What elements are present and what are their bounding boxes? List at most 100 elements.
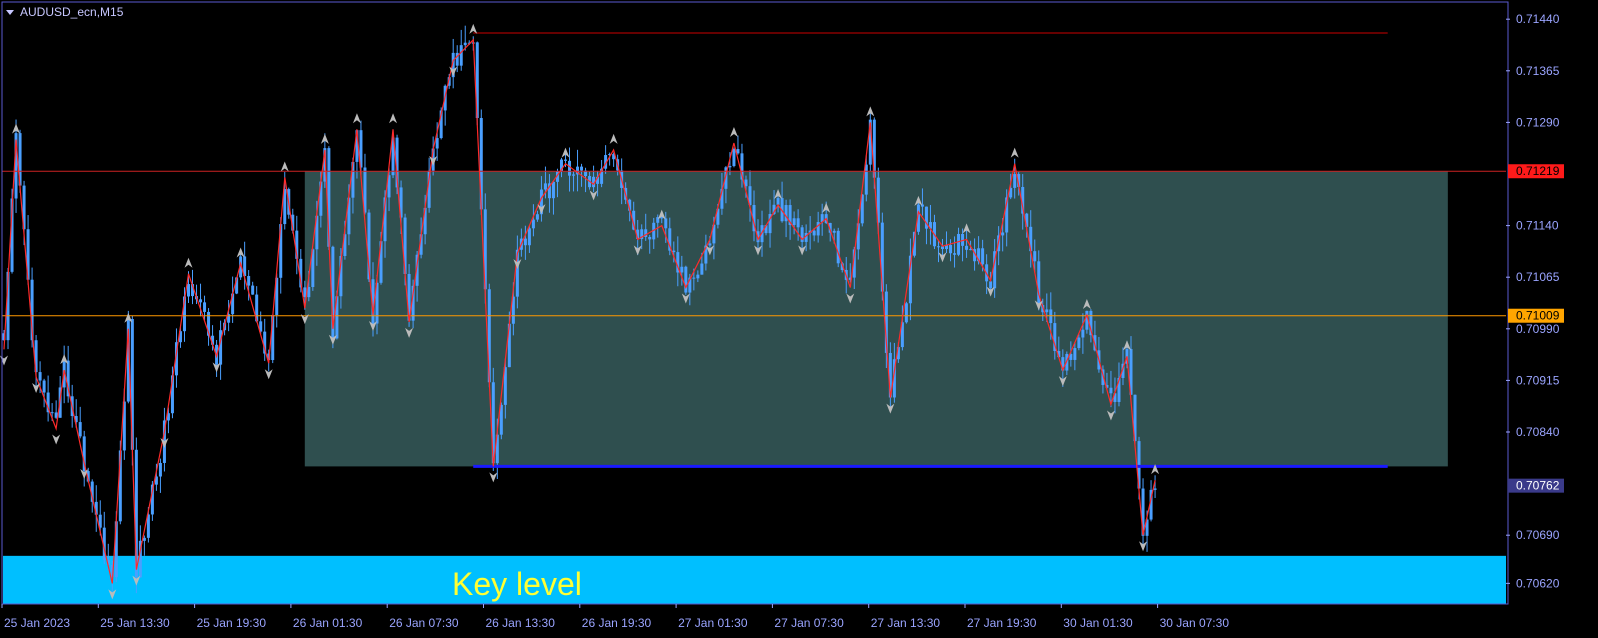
candle-body xyxy=(780,198,784,222)
candle-body xyxy=(652,222,656,240)
candle-body xyxy=(154,476,158,485)
candle-body xyxy=(311,249,315,288)
fractal-down-icon xyxy=(798,245,807,256)
candle-body xyxy=(800,227,804,242)
fractal-down-icon xyxy=(264,369,273,380)
candle-body xyxy=(688,277,692,293)
fractal-up-icon xyxy=(657,209,666,220)
candle-body xyxy=(820,214,824,223)
candle-body xyxy=(263,331,267,354)
candle-body xyxy=(10,198,14,272)
candle-body xyxy=(876,177,880,223)
candle-body xyxy=(86,471,90,482)
candle-body xyxy=(928,222,932,229)
candle-body xyxy=(18,133,22,186)
candle-body xyxy=(527,228,531,246)
candle-body xyxy=(495,434,499,464)
candle-body xyxy=(118,450,122,522)
candle-body xyxy=(792,218,796,225)
fractal-up-icon xyxy=(561,147,570,158)
fractal-markers xyxy=(0,23,1160,600)
candle-body xyxy=(427,170,431,208)
candle-body xyxy=(523,238,527,246)
candle-body xyxy=(864,164,868,195)
zigzag-line xyxy=(3,38,1156,584)
fractal-down-icon xyxy=(589,190,598,201)
candle-body xyxy=(708,243,712,246)
fractal-up-icon xyxy=(60,354,69,365)
candle-body xyxy=(568,160,572,176)
candle-body xyxy=(1105,385,1109,388)
candle-body xyxy=(178,331,182,343)
fractal-up-icon xyxy=(866,106,875,117)
candle-body xyxy=(961,233,965,246)
candle-body xyxy=(2,333,6,341)
candle-body xyxy=(993,251,997,289)
candle-body xyxy=(1109,387,1113,394)
candle-body xyxy=(479,118,483,210)
candle-body xyxy=(896,347,900,360)
candle-body xyxy=(227,314,231,323)
candle-body xyxy=(1141,488,1145,536)
fractal-down-icon xyxy=(52,434,61,445)
candle-body xyxy=(1053,323,1057,351)
candle-body xyxy=(664,218,668,229)
candle-body xyxy=(756,231,760,243)
fractal-down-icon xyxy=(1106,410,1115,421)
candle-body xyxy=(299,258,303,288)
fractal-down-icon xyxy=(938,252,947,263)
candle-body xyxy=(543,183,547,190)
candle-body xyxy=(90,481,94,502)
x-tick-label: 26 Jan 19:30 xyxy=(582,616,652,630)
candle-body xyxy=(1129,349,1133,395)
current-price-badge-label: 0.70762 xyxy=(1516,479,1560,493)
candle-body xyxy=(1017,174,1021,188)
candle-body xyxy=(371,279,375,324)
candle-body xyxy=(134,449,138,578)
candle-body xyxy=(965,245,969,250)
candle-body xyxy=(399,187,403,218)
candle-body xyxy=(740,153,744,180)
candle-body xyxy=(981,248,985,265)
key-level-zone xyxy=(3,555,1506,604)
candle-body xyxy=(941,246,945,250)
candle-body xyxy=(447,77,451,86)
fractal-down-icon xyxy=(1058,376,1067,387)
candle-body xyxy=(1153,488,1157,490)
candle-body xyxy=(860,194,864,224)
fractal-up-icon xyxy=(729,127,738,138)
candle-body xyxy=(74,416,78,423)
candle-body xyxy=(191,284,195,297)
fractal-down-icon xyxy=(846,293,855,304)
fractal-down-icon xyxy=(212,362,221,373)
candle-body xyxy=(130,319,134,450)
candle-body xyxy=(363,167,367,213)
candle-body xyxy=(439,110,443,139)
candle-body xyxy=(1061,357,1065,371)
candle-body xyxy=(275,277,279,315)
candle-body xyxy=(752,205,756,232)
candle-body xyxy=(6,271,10,341)
candle-body xyxy=(42,380,46,393)
candle-body xyxy=(291,214,295,231)
x-tick-label: 26 Jan 07:30 xyxy=(389,616,459,630)
x-tick-label: 27 Jan 13:30 xyxy=(871,616,941,630)
candle-body xyxy=(559,159,563,172)
chevron-down-icon[interactable] xyxy=(6,10,14,15)
candle-body xyxy=(1073,348,1077,360)
candle-body xyxy=(1005,197,1009,233)
candle-body xyxy=(403,217,407,274)
candle-body xyxy=(1021,187,1025,214)
chart-title: AUDUSD_ecn,M15 xyxy=(20,5,124,19)
candle-body xyxy=(126,319,130,402)
fractal-down-icon xyxy=(449,66,458,77)
candle-body xyxy=(592,176,596,188)
fractal-up-icon xyxy=(1151,464,1160,475)
candle-body xyxy=(82,436,86,472)
candle-body xyxy=(576,166,580,175)
fractal-up-icon xyxy=(962,223,971,234)
candle-body xyxy=(812,230,816,236)
fractal-up-icon xyxy=(389,113,398,124)
fractal-down-icon xyxy=(32,382,41,393)
